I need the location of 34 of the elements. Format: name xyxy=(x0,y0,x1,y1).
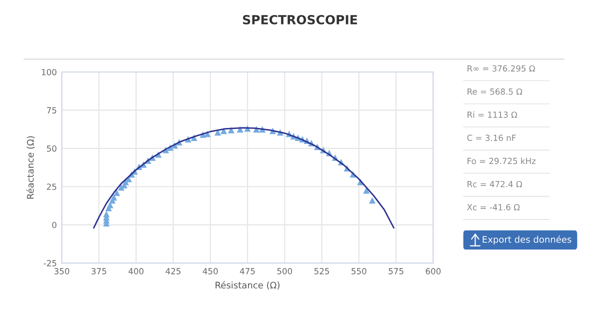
text: Xc = -41.6 Ω xyxy=(467,204,520,210)
text: Export des données xyxy=(482,235,572,245)
x-tick-label: 525 xyxy=(314,268,330,274)
point xyxy=(228,126,234,134)
x-tick-label: 375 xyxy=(92,268,106,274)
text: Rc = 472.4 Ω xyxy=(468,180,522,188)
text: R∞ = 376.295 Ω xyxy=(468,65,535,72)
y-tick-label: 50 xyxy=(46,145,56,152)
point xyxy=(110,194,118,201)
x-axis-title: Résistance (Ω) xyxy=(216,281,280,290)
y-tick-label: 25 xyxy=(46,184,56,190)
x-tick-label: 425 xyxy=(166,268,180,274)
y-tick-label: 0 xyxy=(52,222,56,228)
chart-title: SPECTROSCOPIE xyxy=(242,14,357,24)
text: Fo = 29.725 kHz xyxy=(468,158,536,164)
point xyxy=(114,189,120,196)
point xyxy=(214,129,222,136)
y-tick-label: 75 xyxy=(47,107,56,114)
x-tick-label: 500 xyxy=(277,268,292,274)
y-axis-title: Réactance (Ω) xyxy=(26,136,35,199)
point xyxy=(103,210,110,218)
x-tick-label: 350 xyxy=(54,268,70,274)
y-tick-label: 100 xyxy=(42,68,56,76)
x-tick-label: 600 xyxy=(426,268,441,274)
x-tick-label: 450 xyxy=(202,268,218,274)
x-tick-label: 550 xyxy=(352,268,366,274)
y-tick-label: -25 xyxy=(44,260,56,266)
point xyxy=(369,197,376,204)
x-tick-label: 575 xyxy=(388,268,404,274)
x-tick-label: 400 xyxy=(128,268,144,274)
x-tick-label: 475 xyxy=(240,268,255,274)
text: C = 3.16 nF xyxy=(467,134,516,141)
text: Ri = 1113 Ω xyxy=(468,111,518,118)
text: Re = 568.5 Ω xyxy=(468,88,522,95)
